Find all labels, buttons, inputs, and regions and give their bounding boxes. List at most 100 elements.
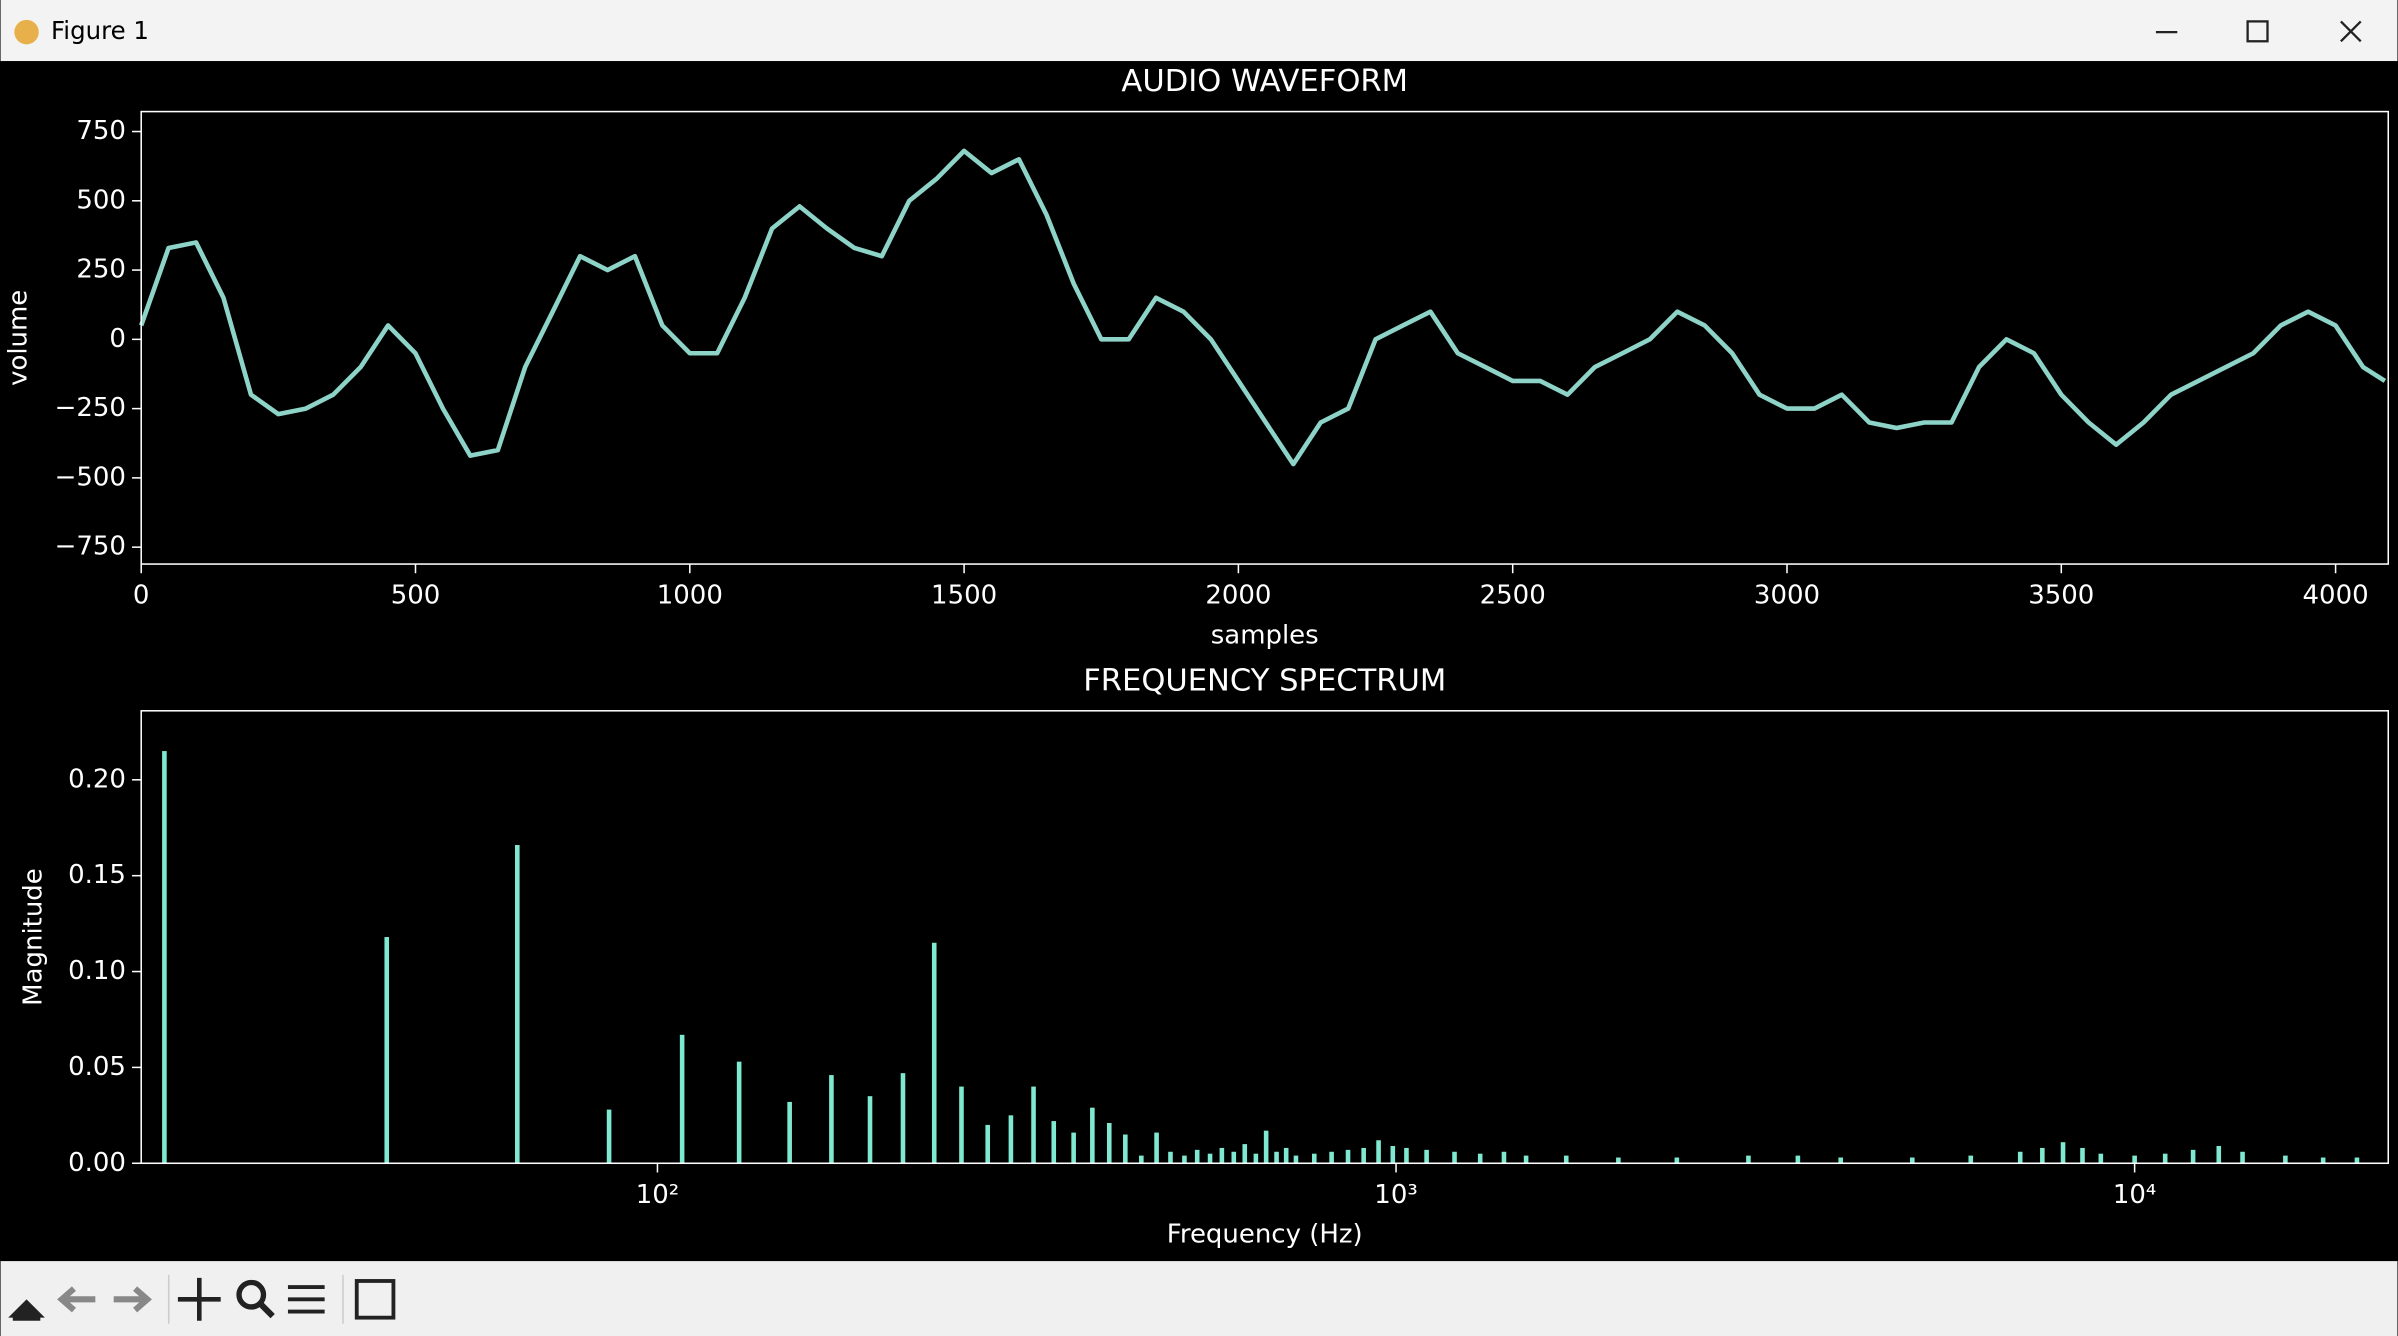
y-tick-label: 0.10 (68, 956, 126, 986)
x-tick-label: 3500 (2028, 581, 2094, 611)
y-tick-label: 0 (109, 324, 126, 354)
forward-button[interactable] (113, 1286, 152, 1313)
x-tick-label: 2500 (1480, 581, 1546, 611)
x-tick-label: 0 (133, 581, 150, 611)
bar (1345, 1149, 1351, 1164)
y-tick-label: 750 (76, 116, 126, 146)
y-tick-label: −250 (55, 393, 126, 423)
app-icon (14, 19, 39, 45)
bar (1795, 1155, 1801, 1164)
waveform-line (139, 148, 2387, 467)
bar (1253, 1153, 1259, 1164)
bar (1746, 1155, 1751, 1164)
bar (1674, 1157, 1680, 1164)
bar (736, 1061, 742, 1164)
configure-button[interactable] (287, 1285, 325, 1314)
x-axis-label: samples (1211, 620, 1319, 650)
y-tick-label: −750 (55, 532, 126, 562)
save-button[interactable] (354, 1279, 396, 1320)
bar (1194, 1149, 1200, 1164)
bar (2354, 1157, 2360, 1164)
y-tick-label: 250 (76, 255, 126, 285)
bar (2098, 1153, 2104, 1164)
y-axis-label: volume (3, 290, 33, 386)
bar (1031, 1086, 1036, 1164)
bar (2162, 1153, 2168, 1164)
bar (162, 751, 167, 1164)
bar (1263, 1130, 1269, 1164)
x-tick-label: 3000 (1754, 581, 1820, 611)
bar (1968, 1155, 1974, 1164)
bar (1008, 1115, 1014, 1164)
bar (2080, 1147, 2085, 1164)
bar (1106, 1123, 1112, 1164)
bar (1424, 1149, 1429, 1164)
bar (1452, 1151, 1457, 1164)
bar (959, 1086, 964, 1164)
bar (1168, 1151, 1173, 1164)
bar (1283, 1147, 1289, 1164)
y-tick-label: 0.20 (68, 764, 126, 794)
bar (1311, 1153, 1317, 1164)
y-tick-label: −500 (55, 462, 126, 492)
bar (900, 1073, 906, 1164)
bar (1616, 1157, 1621, 1164)
bar (1477, 1153, 1483, 1164)
bar (1501, 1151, 1507, 1164)
home-button[interactable] (8, 1299, 45, 1321)
bar (1274, 1151, 1279, 1164)
bar (985, 1124, 991, 1164)
bar (1090, 1107, 1095, 1164)
bar (1051, 1121, 1057, 1164)
bar (787, 1101, 792, 1164)
close-button[interactable] (2340, 20, 2362, 43)
bar (2320, 1157, 2326, 1164)
figure (0, 61, 2398, 1262)
bar (679, 1034, 685, 1164)
axes-frame (140, 110, 2390, 565)
x-tick-label: 1000 (657, 581, 723, 611)
bar (1219, 1147, 1225, 1164)
bar (1361, 1147, 1366, 1164)
bar (931, 942, 937, 1164)
bar (1071, 1132, 1076, 1164)
x-tick-label: 2000 (1205, 581, 1271, 611)
pan-button[interactable] (177, 1277, 221, 1321)
chart-title: AUDIO WAVEFORM (1121, 64, 1408, 99)
bar (2283, 1155, 2288, 1164)
bar (1329, 1151, 1334, 1164)
bar (2240, 1151, 2245, 1164)
zoom-button[interactable] (236, 1279, 267, 1310)
y-tick-label: 500 (76, 185, 126, 215)
y-tick-label: 0.00 (68, 1148, 126, 1178)
bar (867, 1096, 873, 1164)
bar (829, 1075, 834, 1164)
bar (1563, 1155, 1569, 1164)
bar (1154, 1132, 1159, 1164)
bar (1523, 1155, 1529, 1164)
maximize-button[interactable] (2246, 20, 2269, 43)
bar (1376, 1140, 1381, 1164)
y-tick-label: 0.15 (68, 860, 126, 890)
x-tick-label: 4000 (2303, 581, 2369, 611)
x-tick-label: 10⁴ (2113, 1180, 2156, 1210)
bar (1231, 1151, 1237, 1164)
y-tick-label: 0.05 (68, 1052, 126, 1082)
bar (2132, 1155, 2137, 1164)
bar (1123, 1134, 1128, 1164)
y-axis-label: Magnitude (19, 868, 49, 1006)
zoom-handle (258, 1301, 275, 1319)
x-tick-label: 10² (636, 1180, 679, 1210)
bar (1404, 1147, 1409, 1164)
bar (2040, 1147, 2045, 1164)
back-button[interactable] (57, 1286, 96, 1313)
x-axis-label: Frequency (Hz) (1167, 1220, 1363, 1250)
bar (1207, 1153, 1213, 1164)
x-tick-label: 10³ (1374, 1180, 1417, 1210)
bar (2017, 1151, 2023, 1164)
bar (1242, 1144, 1248, 1164)
window-title: Figure 1 (51, 16, 149, 45)
chart-title: FREQUENCY SPECTRUM (1083, 663, 1446, 698)
bar (384, 937, 390, 1164)
